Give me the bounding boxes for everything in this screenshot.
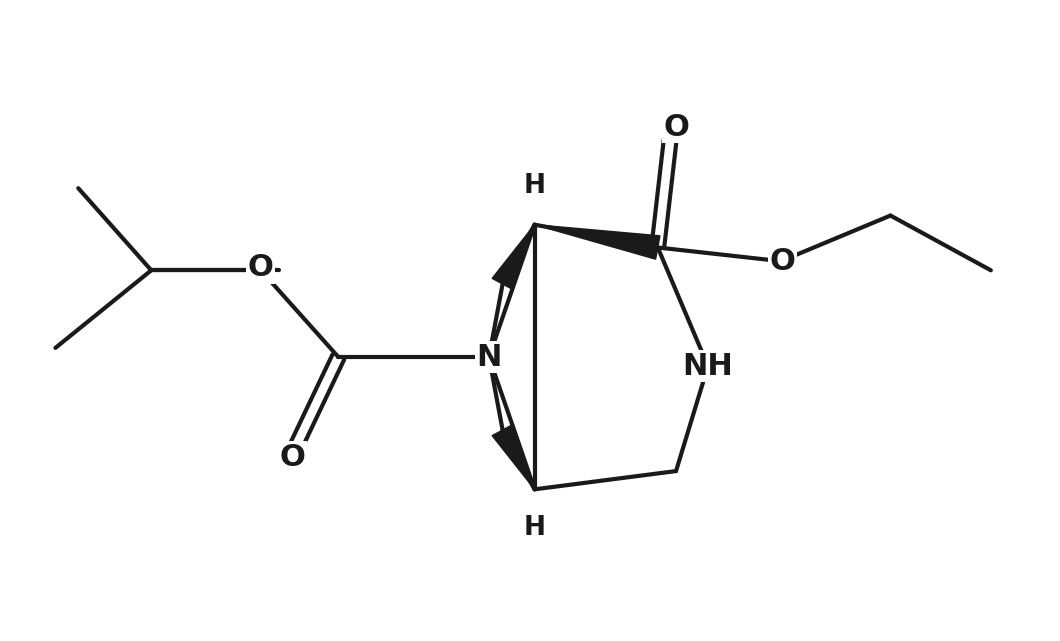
Polygon shape [534, 225, 660, 259]
Text: O: O [248, 253, 273, 282]
Text: O: O [280, 443, 305, 472]
Text: N: N [476, 342, 501, 372]
Polygon shape [492, 424, 534, 489]
Text: O: O [770, 247, 796, 276]
Polygon shape [492, 225, 534, 290]
Text: H: H [524, 515, 546, 540]
Text: NH: NH [683, 352, 734, 381]
Text: O: O [664, 113, 689, 142]
Text: H: H [524, 173, 546, 199]
